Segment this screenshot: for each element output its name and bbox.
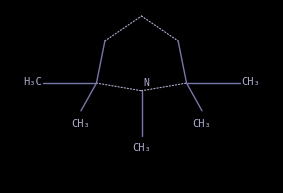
Text: CH₃: CH₃ bbox=[72, 119, 90, 130]
Text: CH₃: CH₃ bbox=[241, 77, 260, 87]
Text: CH₃: CH₃ bbox=[193, 119, 211, 130]
Text: N: N bbox=[143, 78, 149, 88]
Text: H₃C: H₃C bbox=[23, 77, 42, 87]
Text: CH₃: CH₃ bbox=[132, 143, 151, 153]
